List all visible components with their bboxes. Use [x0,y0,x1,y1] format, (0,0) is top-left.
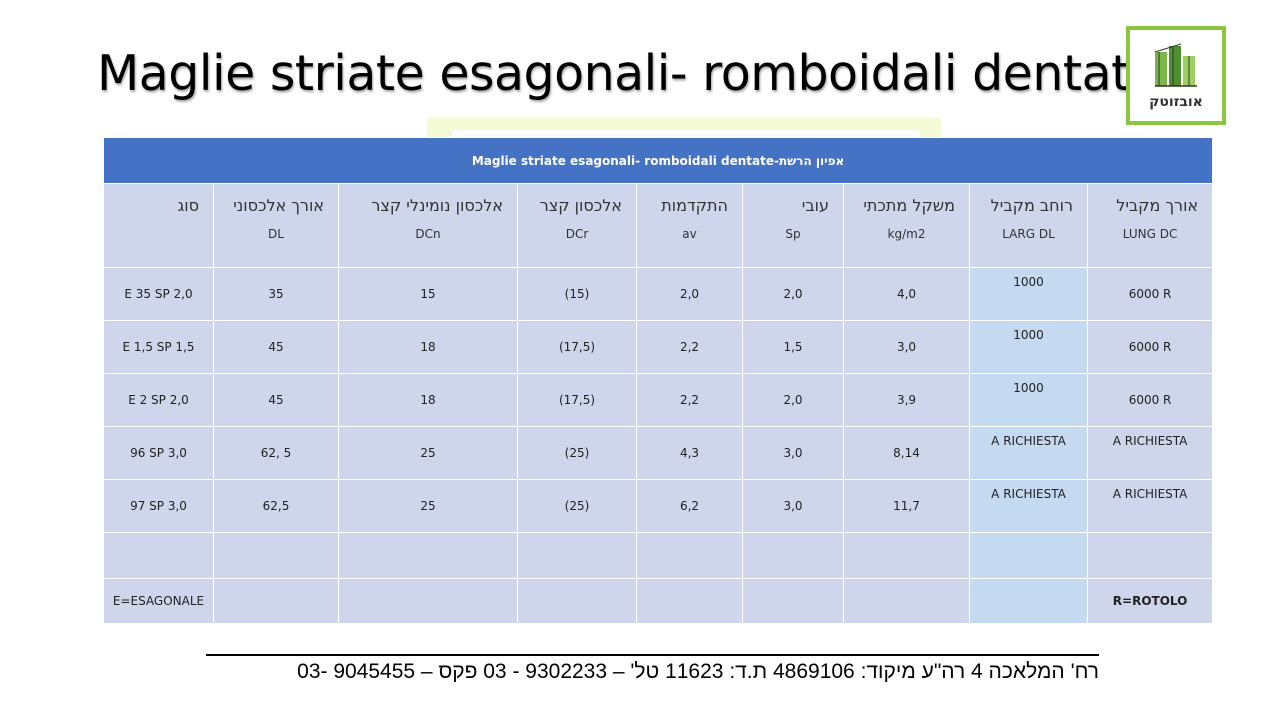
table-cell: 1,5 [742,320,844,374]
table-cell [843,578,970,624]
table-cell: 6,2 [636,479,743,533]
table-banner: Maglie striate esagonali- romboidali den… [102,137,1214,184]
table-cell: 35 [213,267,339,321]
table-cell: 4,0 [843,267,970,321]
table-cell [742,578,844,624]
header-cell: אלכסון נומינלי קצר DCn [338,183,518,268]
table-cell: (17,5) [517,320,637,374]
table-cell: 97 SP 3,0 [103,479,214,533]
table-row: E 35 SP 2,0 35 15 (15) 2,0 2,0 4,0 1000 … [103,267,1214,321]
table-cell: 45 [213,320,339,374]
table-row: E=ESAGONALE R=ROTOLO [103,578,1214,624]
table-cell [213,578,339,624]
table-cell [103,532,214,579]
header-cell: משקל מתכתי kg/m2 [843,183,970,268]
footer-contact: רח' המלאכה 4 רה"ע מיקוד: 4869106 ת.ד: 11… [297,660,1099,683]
table-cell: 3,0 [843,320,970,374]
table-cell: (25) [517,426,637,480]
table-cell: 62, 5 [213,426,339,480]
table-cell: 2,0 [742,373,844,427]
table-cell [338,532,518,579]
table-cell: 2,0 [742,267,844,321]
spec-table: Maglie striate esagonali- romboidali den… [102,137,1214,624]
table-cell [969,578,1088,624]
table-cell: 6000 R [1086,373,1214,427]
company-logo: אובזוטק [1126,26,1226,125]
table-cell: 1000 [969,267,1088,321]
header-cell: סוג [103,183,214,268]
header-cell: אורך מקביל LUNG DC [1086,183,1214,268]
table-cell: (25) [517,479,637,533]
table-cell [636,578,743,624]
table-cell [742,532,844,579]
table-row: E 2 SP 2,0 45 18 (17,5) 2,2 2,0 3,9 1000… [103,373,1214,427]
table-row: 97 SP 3,0 62,5 25 (25) 6,2 3,0 11,7 A RI… [103,479,1214,533]
table-cell: 62,5 [213,479,339,533]
table-cell: A RICHIESTA [969,426,1088,480]
table-cell: 3,0 [742,426,844,480]
table-cell: 2,2 [636,320,743,374]
table-cell: 96 SP 3,0 [103,426,214,480]
table-cell [213,532,339,579]
table-row: E 1,5 SP 1,5 45 18 (17,5) 2,2 1,5 3,0 10… [103,320,1214,374]
logo-text: אובזוטק [1149,94,1203,110]
table-cell: (17,5) [517,373,637,427]
table-cell: A RICHIESTA [969,479,1088,533]
table-cell [843,532,970,579]
header-cell: אורך אלכסוני DL [213,183,339,268]
footer-divider [206,654,1099,656]
table-cell: 3,9 [843,373,970,427]
table-cell: 45 [213,373,339,427]
table-cell [517,532,637,579]
table-cell: 2,0 [636,267,743,321]
table-cell: 18 [338,320,518,374]
header-cell: אלכסון קצר DCr [517,183,637,268]
table-cell: E 1,5 SP 1,5 [103,320,214,374]
table-cell [338,578,518,624]
table-cell: 25 [338,426,518,480]
header-cell: רוחב מקביל LARG DL [969,183,1088,268]
header-row: סוג אורך אלכסוני DL אלכסון נומינלי קצר DCn… [103,183,1214,268]
table-cell: 2,2 [636,373,743,427]
table-cell: 11,7 [843,479,970,533]
table-cell: E 35 SP 2,0 [103,267,214,321]
table-cell: 1000 [969,373,1088,427]
table-cell: E 2 SP 2,0 [103,373,214,427]
table-row: 96 SP 3,0 62, 5 25 (25) 4,3 3,0 8,14 A R… [103,426,1214,480]
legend-note: R=ROTOLO [1086,578,1214,624]
table-cell: 3,0 [742,479,844,533]
table-cell: 15 [338,267,518,321]
table-cell [969,532,1088,579]
table-cell: 6000 R [1086,320,1214,374]
table-cell [636,532,743,579]
table-cell [517,578,637,624]
page-title: Maglie striate esagonali- romboidali den… [97,45,1160,102]
table-cell: 1000 [969,320,1088,374]
table-cell: 8,14 [843,426,970,480]
table-cell: 6000 R [1086,267,1214,321]
table-cell: 4,3 [636,426,743,480]
header-cell: התקדמות av [636,183,743,268]
building-logo-icon [1154,43,1197,87]
table-cell: 18 [338,373,518,427]
table-cell: (15) [517,267,637,321]
table-cell: 25 [338,479,518,533]
table-cell [1086,532,1214,579]
table-cell: A RICHIESTA [1086,426,1214,480]
header-cell: עובי Sp [742,183,844,268]
legend-note: E=ESAGONALE [103,578,214,624]
table-cell: A RICHIESTA [1086,479,1214,533]
table-row [103,532,1214,579]
